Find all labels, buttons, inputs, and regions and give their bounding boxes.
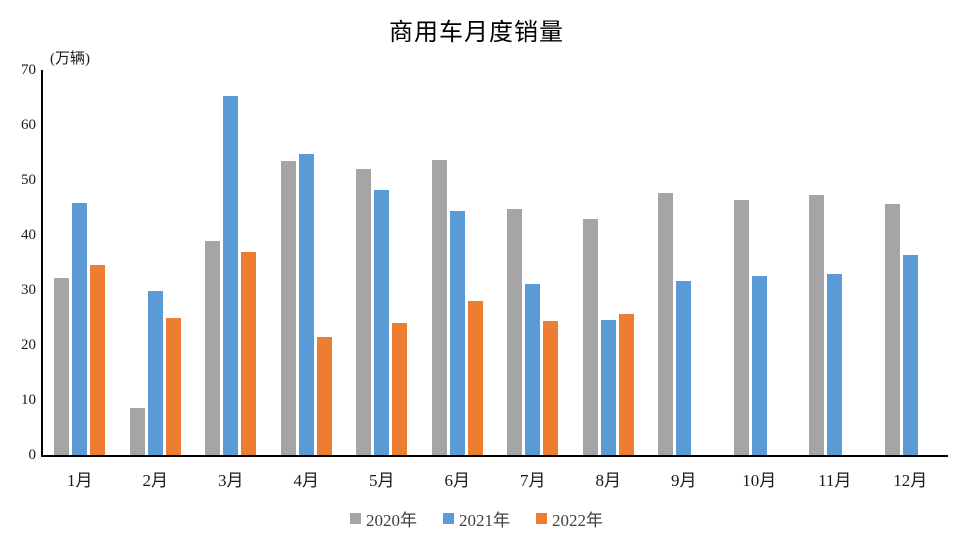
x-label-6月: 6月	[444, 471, 471, 490]
bar-2021年-5月	[374, 189, 390, 455]
legend: 2020年 2021年 2022年	[0, 506, 953, 531]
bar-2021年-1月	[72, 202, 88, 455]
bar-2020年-2月	[129, 407, 145, 455]
bar-2021年-9月	[676, 281, 692, 455]
bar-2022年-2月	[165, 318, 181, 455]
bar-2021年-10月	[751, 276, 767, 455]
x-label-2月: 2月	[142, 471, 169, 490]
legend-label: 2020年	[366, 511, 417, 530]
x-label-5月: 5月	[369, 471, 395, 490]
legend-label: 2022年	[552, 511, 603, 530]
bar-2022年-3月	[241, 252, 257, 455]
legend-item-2020年: 2020年	[350, 506, 417, 531]
y-tick-label-30: 30	[21, 282, 36, 298]
chart-title: 商用车月度销量	[389, 20, 564, 46]
x-label-10月: 10月	[742, 471, 777, 490]
bar-2020年-1月	[54, 277, 70, 455]
bar-2022年-1月	[90, 264, 106, 455]
y-tick-label-50: 50	[21, 172, 36, 188]
bar-2021年-2月	[147, 291, 163, 455]
bar-2021年-8月	[600, 319, 616, 455]
bar-2022年-8月	[618, 314, 634, 455]
bar-2020年-12月	[884, 204, 900, 455]
bar-2022年-5月	[392, 323, 408, 455]
y-tick-label-60: 60	[21, 117, 36, 133]
y-tick-label-20: 20	[21, 337, 36, 353]
y-tick-label-40: 40	[21, 227, 36, 243]
bar-2020年-11月	[809, 194, 825, 455]
y-tick-label-10: 10	[21, 392, 36, 408]
x-axis-line	[41, 455, 948, 457]
bar-2021年-6月	[449, 210, 465, 455]
bar-2020年-10月	[733, 200, 749, 455]
bar-2020年-7月	[507, 209, 523, 455]
x-label-3月: 3月	[218, 471, 244, 490]
legend-label: 2021年	[459, 511, 510, 530]
x-label-12月: 12月	[893, 471, 928, 490]
bar-2021年-12月	[902, 255, 918, 455]
bar-2021年-4月	[298, 153, 314, 455]
legend-swatch-icon	[536, 513, 547, 524]
legend-item-2022年: 2022年	[536, 506, 603, 531]
bar-2022年-6月	[467, 301, 483, 455]
x-label-7月: 7月	[520, 471, 546, 490]
bar-2022年-7月	[543, 320, 559, 455]
bar-2020年-3月	[205, 241, 221, 455]
bar-2020年-8月	[582, 218, 598, 455]
bar-2021年-7月	[525, 283, 541, 455]
bar-2020年-6月	[431, 159, 447, 455]
x-label-11月: 11月	[818, 471, 852, 490]
bar-2022年-4月	[316, 337, 332, 455]
legend-swatch-icon	[443, 513, 454, 524]
legend-swatch-icon	[350, 513, 361, 524]
bar-2020年-9月	[658, 193, 674, 455]
x-label-8月: 8月	[595, 471, 622, 490]
y-axis-unit-label: (万辆)	[50, 51, 90, 67]
bar-2020年-5月	[356, 169, 372, 455]
y-axis-line	[41, 70, 43, 457]
x-label-9月: 9月	[671, 471, 697, 490]
plot-area	[42, 70, 948, 455]
bar-2020年-4月	[280, 161, 296, 455]
legend-item-2021年: 2021年	[443, 506, 510, 531]
x-label-1月: 1月	[67, 471, 93, 490]
x-label-4月: 4月	[293, 471, 320, 490]
bar-2021年-3月	[223, 96, 239, 455]
bar-2021年-11月	[827, 274, 843, 455]
y-tick-label-70: 70	[21, 62, 36, 78]
y-tick-label-0: 0	[28, 447, 37, 463]
